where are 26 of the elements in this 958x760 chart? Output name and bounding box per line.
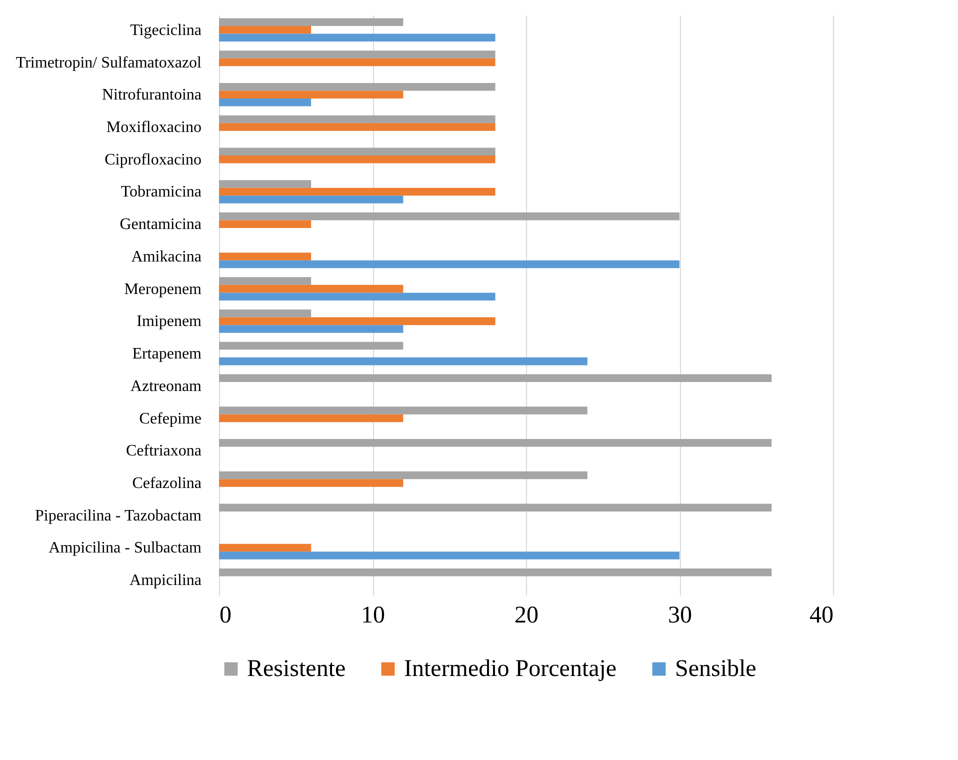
y-tick-label: Tobramicina: [120, 184, 202, 201]
y-tick-label: Ertapenem: [132, 346, 202, 363]
y-tick-label: Gentamicina: [120, 216, 202, 234]
x-tick-label: 40: [810, 602, 834, 628]
legend-label: Resistente: [247, 656, 346, 682]
y-tick-label: Moxifloxacino: [106, 118, 202, 136]
y-tick-label: Amikacina: [131, 248, 202, 266]
y-tick-label: Nitrofurantoina: [102, 86, 202, 104]
y-tick-label: Ceftriaxona: [126, 442, 202, 460]
y-tick-label: Cefazolina: [132, 475, 202, 492]
x-tick-label: 20: [514, 602, 538, 628]
y-tick-label: Ampicilina: [130, 572, 202, 590]
y-tick-label: Piperacilina - Tazobactam: [34, 507, 202, 524]
y-tick-label: Tigeciclina: [130, 22, 202, 39]
y-tick-label: Ciprofloxacino: [104, 151, 202, 168]
y-tick-label: Ampicilina - Sulbactam: [48, 540, 202, 557]
y-tick-label: Trimetropin/ Sulfamatoxazol: [16, 54, 202, 72]
y-tick-label: Cefepime: [139, 410, 202, 428]
y-tick-label: Meropenem: [124, 280, 202, 298]
y-tick-label: Imipenem: [136, 313, 202, 330]
x-tick-label: 10: [361, 602, 385, 628]
legend-label: Intermedio Porcentaje: [404, 656, 617, 682]
legend-label: Sensible: [675, 656, 756, 682]
y-tick-label: Aztreonam: [130, 378, 202, 395]
x-tick-label: 0: [220, 602, 232, 628]
x-tick-label: 30: [668, 602, 692, 628]
